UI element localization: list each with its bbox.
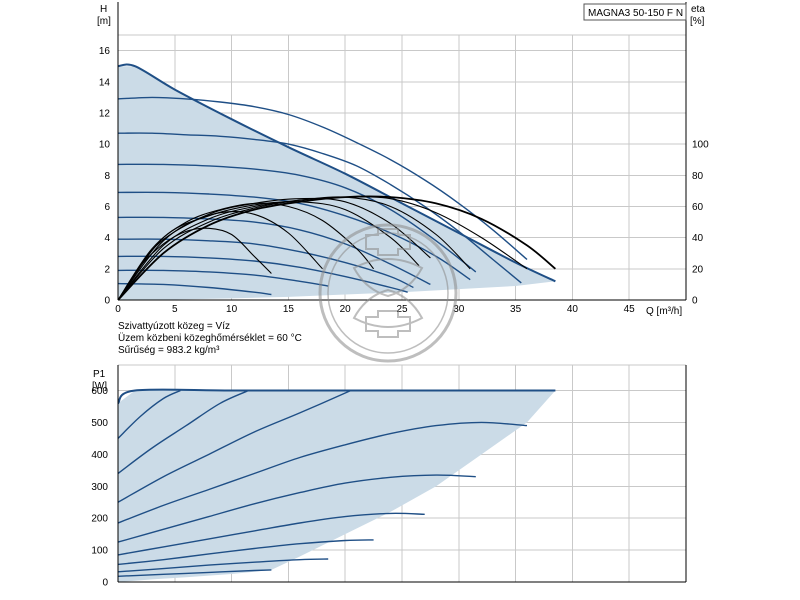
head-tick-label-6: 12 xyxy=(99,108,111,119)
watermark-logo xyxy=(318,223,458,363)
power-tick-label-3: 300 xyxy=(91,482,108,493)
power-tick-label-6: 600 xyxy=(91,386,108,397)
power-tick-label-5: 500 xyxy=(91,418,108,429)
x-tick-label-1: 5 xyxy=(172,304,178,315)
head-tick-label-2: 4 xyxy=(104,233,110,244)
head-tick-labels: 0 5 10 15 20 25 30 35 40 45 0 2 4 6 8 10 12 14 16 0 20 40 60 80… xyxy=(99,46,709,315)
medium-info-line-3: Sűrűség = 983.2 kg/m³ xyxy=(118,345,220,356)
power-tick-label-2: 200 xyxy=(91,514,108,525)
x-tick-label-3: 15 xyxy=(283,304,295,315)
head-tick-label-1: 2 xyxy=(104,264,110,275)
x-tick-label-6: 30 xyxy=(453,304,465,315)
x-tick-label-2: 10 xyxy=(226,304,238,315)
head-tick-label-8: 16 xyxy=(99,46,111,57)
head-curve-6 xyxy=(117,238,414,289)
head-panel: 0 5 10 15 20 25 30 35 40 45 0 2 4 6 8 10 12 14 16 0 20 40 60 80… xyxy=(97,2,709,356)
head-curve-4 xyxy=(117,191,471,281)
x-tick-label-8: 40 xyxy=(567,304,579,315)
efficiency-curves-layer xyxy=(117,195,556,301)
eta-axis-label: eta xyxy=(691,4,705,15)
head-tick-label-5: 10 xyxy=(99,140,111,151)
eta-curve-7 xyxy=(117,195,556,301)
head-curve-8 xyxy=(117,269,329,287)
power-tick-labels: 0 100 200 300 400 500 600 xyxy=(91,386,108,588)
eta-curve-6 xyxy=(117,196,528,301)
eta-axis-unit: [%] xyxy=(690,16,705,27)
head-curve-9 xyxy=(117,282,272,296)
head-curve-1 xyxy=(117,96,528,261)
x-tick-label-4: 20 xyxy=(340,304,352,315)
power-tick-label-0: 0 xyxy=(102,578,108,589)
head-tick-label-0: 0 xyxy=(104,296,110,307)
head-tick-label-7: 14 xyxy=(99,77,111,88)
chart-title: MAGNA3 50-150 F N xyxy=(588,8,683,19)
head-tick-label-4: 8 xyxy=(104,171,110,182)
head-axis-unit: [m] xyxy=(97,16,111,27)
eta-curve-4 xyxy=(117,197,431,301)
medium-info-line-2: Üzem közbeni közeghőmérséklet = 60 °C xyxy=(118,332,302,344)
head-axis-label: H xyxy=(100,4,107,15)
power-curve-7 xyxy=(117,539,374,566)
eta-tick-label-5: 100 xyxy=(692,140,709,151)
head-curve-2 xyxy=(117,132,522,284)
power-tick-label-1: 100 xyxy=(91,546,108,557)
x-tick-label-5: 25 xyxy=(396,304,408,315)
power-axis-label: P1 xyxy=(93,369,106,380)
power-curves-layer xyxy=(117,388,556,577)
power-curve-6 xyxy=(117,512,425,556)
medium-info-line-1: Szivattyúzott közeg = Víz xyxy=(118,321,230,332)
power-operating-envelope xyxy=(118,390,556,582)
power-curve-8 xyxy=(117,558,329,573)
power-curve-4 xyxy=(117,421,528,524)
power-curve-5 xyxy=(117,474,476,543)
power-curve-2 xyxy=(117,389,249,475)
flow-axis-label: Q [m³/h] xyxy=(646,306,682,317)
power-axis-unit: [W] xyxy=(92,381,107,392)
eta-curve-3 xyxy=(117,201,420,301)
x-tick-label-7: 35 xyxy=(510,304,522,315)
eta-tick-label-4: 80 xyxy=(692,171,704,182)
power-curve-9 xyxy=(117,569,272,577)
power-curve-3 xyxy=(117,389,352,503)
power-envelope-layer xyxy=(118,390,556,582)
head-curve-3 xyxy=(117,163,477,273)
x-tick-label-0: 0 xyxy=(115,304,121,315)
head-curve-0 xyxy=(117,63,556,283)
eta-tick-label-0: 0 xyxy=(692,296,698,307)
power-curve-0 xyxy=(117,388,556,405)
head-curve-7 xyxy=(117,255,408,293)
power-tick-label-4: 400 xyxy=(91,450,108,461)
eta-tick-label-1: 20 xyxy=(692,264,704,275)
eta-tick-label-3: 60 xyxy=(692,202,704,213)
title-box xyxy=(583,3,687,21)
power-curve-1 xyxy=(117,389,181,439)
x-tick-label-9: 45 xyxy=(624,304,636,315)
head-tick-label-3: 6 xyxy=(104,202,110,213)
eta-tick-label-2: 40 xyxy=(692,233,704,244)
power-panel: 0 100 200 300 400 500 600 P1 [W] xyxy=(91,364,687,589)
